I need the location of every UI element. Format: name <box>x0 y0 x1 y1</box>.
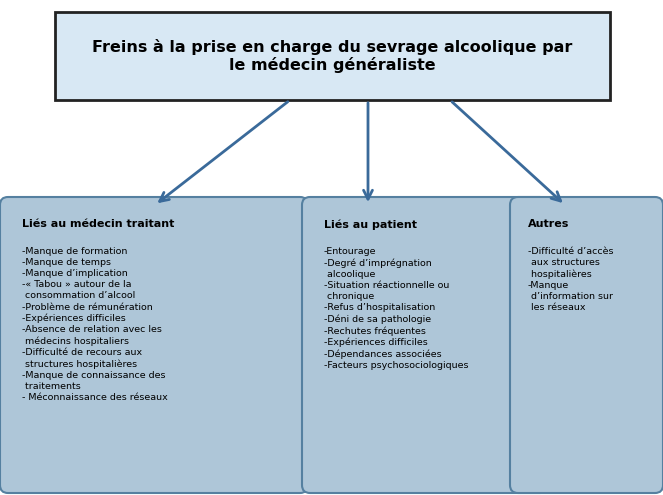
Text: Autres: Autres <box>528 219 570 229</box>
Text: -Manque de formation
-Manque de temps
-Manque d’implication
-« Tabou » autour de: -Manque de formation -Manque de temps -M… <box>22 247 168 402</box>
Text: Liés au médecin traitant: Liés au médecin traitant <box>22 219 174 229</box>
FancyBboxPatch shape <box>0 197 308 493</box>
Text: Freins à la prise en charge du sevrage alcoolique par
le médecin généraliste: Freins à la prise en charge du sevrage a… <box>92 39 573 73</box>
Text: -Entourage
-Degré d’imprégnation
 alcoolique
-Situation réactionnelle ou
 chroni: -Entourage -Degré d’imprégnation alcooli… <box>324 247 469 370</box>
FancyBboxPatch shape <box>55 12 610 100</box>
Text: Liés au patient: Liés au patient <box>324 219 417 230</box>
Text: -Difficulté d’accès
 aux structures
 hospitalières
-Manque
 d’information sur
 l: -Difficulté d’accès aux structures hospi… <box>528 247 613 312</box>
FancyBboxPatch shape <box>302 197 548 493</box>
FancyBboxPatch shape <box>510 197 663 493</box>
